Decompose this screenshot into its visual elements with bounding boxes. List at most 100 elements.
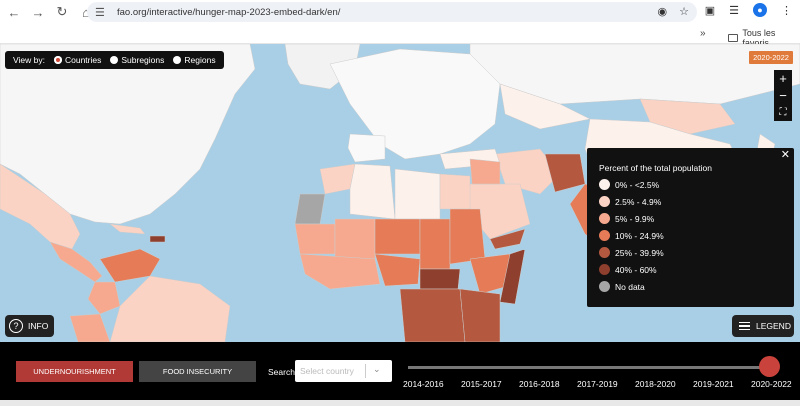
timeline-year[interactable]: 2018-2020 bbox=[635, 379, 676, 389]
mali bbox=[334, 218, 376, 260]
timeline-year[interactable]: 2016-2018 bbox=[519, 379, 560, 389]
close-icon[interactable]: ✕ bbox=[780, 149, 790, 161]
legend-item-label: 25% - 39.9% bbox=[615, 247, 664, 258]
radio-subregions[interactable]: Subregions bbox=[110, 55, 164, 65]
mongolia bbox=[639, 98, 736, 135]
eye-off-icon[interactable]: ◉ bbox=[657, 6, 668, 18]
central-america bbox=[49, 241, 103, 283]
media-icon[interactable]: ☰ bbox=[729, 4, 739, 17]
fullscreen-icon[interactable]: ⛶ bbox=[774, 104, 792, 121]
country-search-select[interactable]: Select country ⌄ bbox=[295, 360, 392, 382]
iran bbox=[494, 148, 561, 195]
timeline-track[interactable] bbox=[408, 366, 768, 369]
radio-subregions-label[interactable]: Subregions bbox=[121, 55, 165, 65]
reload-icon[interactable]: ↻ bbox=[56, 4, 68, 19]
europe bbox=[329, 48, 501, 160]
legend-item-label: 10% - 24.9% bbox=[615, 230, 664, 241]
legend-item: 2.5% - 4.9% bbox=[599, 196, 661, 207]
food-insecurity-button[interactable]: FOOD INSECURITY bbox=[139, 361, 256, 382]
legend-item-label: 40% - 60% bbox=[615, 264, 657, 275]
back-icon[interactable]: ← bbox=[7, 4, 21, 20]
timeline-year[interactable]: 2017-2019 bbox=[577, 379, 618, 389]
nigeria bbox=[374, 253, 421, 287]
legend-swatch bbox=[599, 247, 610, 258]
profile-avatar[interactable]: ● bbox=[753, 3, 767, 17]
legend-item: 5% - 9.9% bbox=[599, 213, 654, 224]
extensions-icon[interactable]: ▣ bbox=[704, 4, 716, 17]
undernourishment-button[interactable]: UNDERNOURISHMENT bbox=[16, 361, 133, 382]
libya bbox=[394, 168, 441, 220]
bookmarks-folder-label: Tous les favoris bbox=[742, 28, 776, 48]
bookmarks-bar: » Tous les favoris bbox=[0, 24, 800, 48]
legend-swatch bbox=[599, 264, 610, 275]
chad bbox=[419, 218, 451, 270]
cuba bbox=[109, 223, 146, 235]
forward-icon[interactable]: → bbox=[31, 4, 45, 20]
info-button[interactable]: ? INFO bbox=[5, 315, 54, 337]
legend-swatch bbox=[599, 230, 610, 241]
home-icon[interactable]: ⌂ bbox=[82, 4, 90, 20]
radio-regions-label[interactable]: Regions bbox=[184, 55, 216, 65]
star-icon[interactable]: ☆ bbox=[679, 6, 689, 18]
all-bookmarks-folder[interactable]: Tous les favoris bbox=[728, 28, 800, 48]
car bbox=[419, 268, 461, 290]
arabian-sea-gap bbox=[520, 244, 585, 259]
site-settings-icon[interactable]: ☰ bbox=[95, 6, 105, 19]
info-label: INFO bbox=[28, 321, 49, 331]
menu-icon[interactable]: ⋮ bbox=[781, 4, 792, 17]
view-by-label: View by: bbox=[13, 55, 45, 65]
timeline-year[interactable]: 2015-2017 bbox=[461, 379, 502, 389]
taskbar bbox=[0, 400, 800, 406]
legend-item-label: 2.5% - 4.9% bbox=[615, 196, 662, 207]
folder-icon bbox=[728, 34, 739, 42]
venezuela bbox=[99, 248, 161, 283]
kazakhstan bbox=[499, 83, 591, 130]
url-text[interactable]: fao.org/interactive/hunger-map-2023-embe… bbox=[117, 6, 341, 18]
sudan bbox=[449, 208, 486, 265]
radio-regions[interactable]: Regions bbox=[173, 55, 216, 65]
yemen bbox=[489, 228, 526, 250]
east-africa bbox=[459, 288, 501, 342]
radio-unselected-icon[interactable] bbox=[173, 56, 182, 64]
search-placeholder[interactable]: Select country bbox=[300, 366, 354, 376]
legend-item-label: No data bbox=[615, 281, 645, 292]
timeline-year[interactable]: 2019-2021 bbox=[693, 379, 734, 389]
select-divider bbox=[365, 364, 366, 378]
legend-item-label: 5% - 9.9% bbox=[615, 213, 655, 224]
radio-unselected-icon[interactable] bbox=[110, 56, 119, 64]
radio-countries[interactable]: Countries bbox=[53, 55, 102, 65]
somalia bbox=[499, 248, 526, 305]
legend-panel: ✕ Percent of the total population 0% - <… bbox=[587, 148, 794, 307]
dr-congo bbox=[399, 288, 466, 342]
timeline-year[interactable]: 2020-2022 bbox=[751, 379, 792, 389]
radio-countries-label[interactable]: Countries bbox=[64, 55, 102, 65]
address-bar[interactable]: ☰ fao.org/interactive/hunger-map-2023-em… bbox=[87, 2, 697, 22]
legend-item: 0% - <2.5% bbox=[599, 179, 659, 190]
legend-item: 25% - 39.9% bbox=[599, 247, 664, 258]
legend-swatch bbox=[599, 179, 610, 190]
chevron-down-icon[interactable]: ⌄ bbox=[373, 364, 381, 374]
legend-item-label: 0% - <2.5% bbox=[615, 179, 660, 190]
legend-button[interactable]: LEGEND bbox=[732, 315, 794, 337]
search-label: Search: bbox=[268, 367, 298, 377]
period-badge: 2020-2022 bbox=[749, 51, 793, 64]
west-africa bbox=[299, 253, 381, 290]
radio-selected-icon[interactable] bbox=[53, 56, 62, 64]
legend-button-label: LEGEND bbox=[756, 321, 791, 331]
legend-item: No data bbox=[599, 281, 645, 292]
egypt bbox=[439, 173, 471, 210]
iberia bbox=[347, 133, 386, 163]
iraq bbox=[469, 158, 501, 185]
timeline-thumb[interactable] bbox=[759, 356, 780, 377]
legend-title: Percent of the total population bbox=[599, 163, 712, 173]
peru bbox=[69, 313, 111, 342]
algeria bbox=[349, 163, 396, 220]
chevron-right-icon[interactable]: » bbox=[700, 28, 706, 39]
haiti bbox=[149, 235, 166, 243]
zoom-out-button[interactable]: − bbox=[774, 87, 792, 104]
north-america bbox=[0, 44, 256, 225]
view-by-control: View by: Countries Subregions Regions bbox=[5, 51, 224, 69]
zoom-in-button[interactable]: + bbox=[774, 70, 792, 87]
timeline-year[interactable]: 2014-2016 bbox=[403, 379, 444, 389]
legend-swatch bbox=[599, 213, 610, 224]
